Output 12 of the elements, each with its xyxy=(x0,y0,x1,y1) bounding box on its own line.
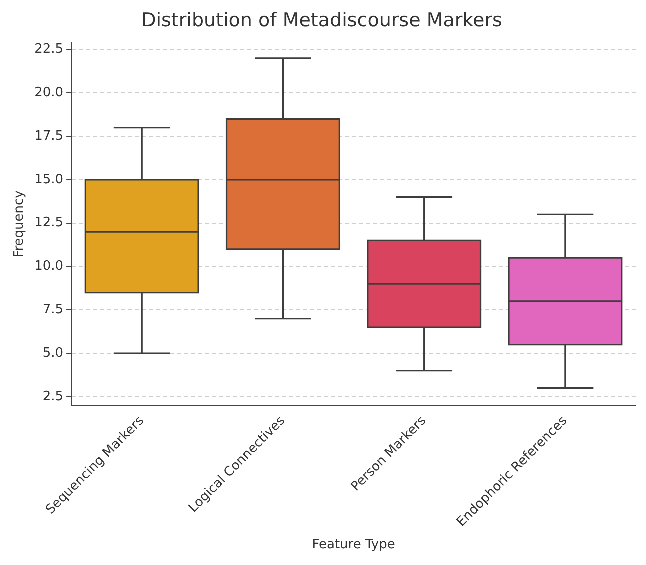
y-tick-label: 12.5 xyxy=(34,216,64,231)
x-axis-title: Feature Type xyxy=(312,538,396,553)
y-tick-label: 7.5 xyxy=(42,302,64,318)
y-tick-label: 10.0 xyxy=(34,259,64,274)
y-tick-label: 5.0 xyxy=(42,346,64,361)
y-tick-label: 22.5 xyxy=(34,42,64,58)
y-axis-title: Frequency xyxy=(12,190,28,258)
y-tick-label: 20.0 xyxy=(34,86,64,101)
y-tick-label: 2.5 xyxy=(42,389,64,404)
y-tick-label: 15.0 xyxy=(34,172,64,188)
y-tick-label: 17.5 xyxy=(34,128,64,144)
chart-title: Distribution of Metadiscourse Markers xyxy=(142,9,502,32)
